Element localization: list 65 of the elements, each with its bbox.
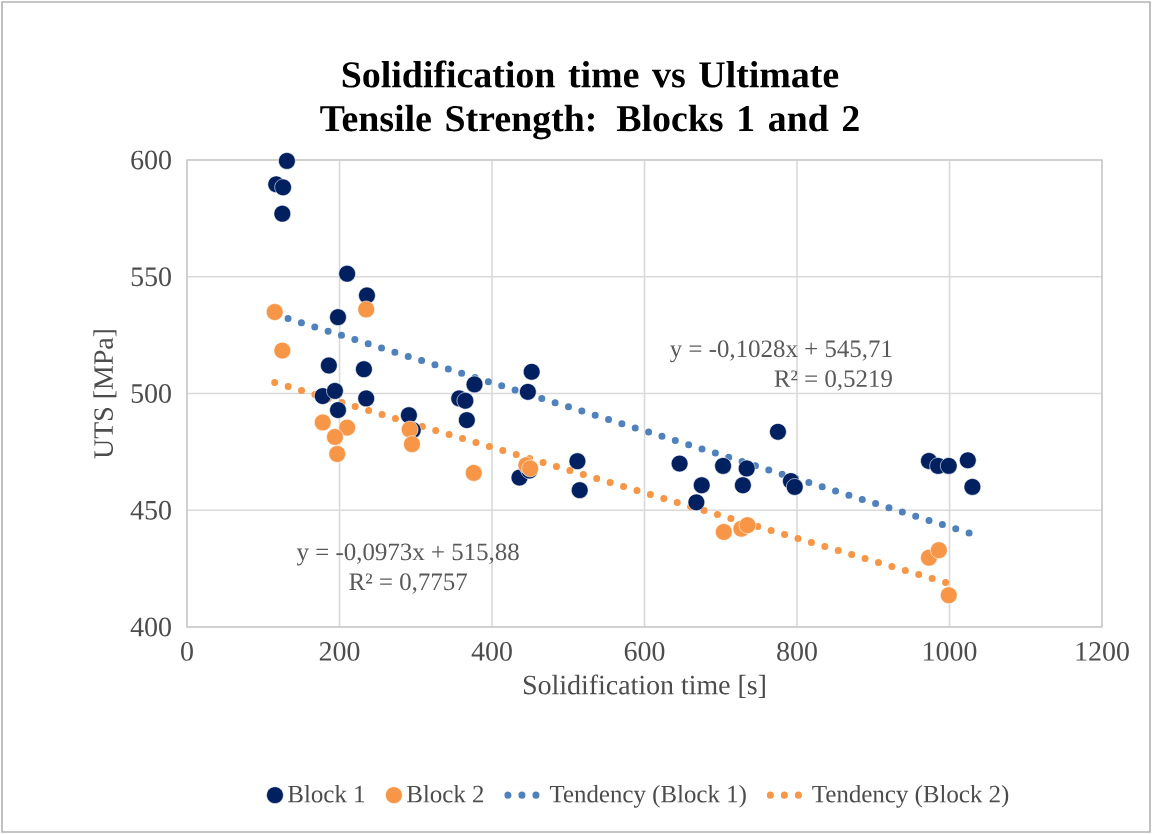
point <box>769 423 787 441</box>
point <box>320 356 338 375</box>
y-tick-label: 450 <box>130 500 171 520</box>
x-tick-label: 0 <box>181 642 193 661</box>
point <box>314 413 332 432</box>
x-tick-label: 200 <box>319 642 360 661</box>
point <box>274 178 292 197</box>
legend-label: Block 1 <box>288 784 365 803</box>
point <box>568 452 587 470</box>
x-tick-label: 400 <box>471 642 512 661</box>
chart-title: Solidification time vs Ultimate Tensile Strength: Blocks 1 and 2 <box>320 60 859 140</box>
point <box>522 363 541 381</box>
point <box>400 420 419 439</box>
point <box>959 451 977 469</box>
point <box>338 418 356 437</box>
point <box>456 392 475 410</box>
point <box>571 481 589 499</box>
point <box>670 454 689 473</box>
point <box>357 300 375 319</box>
annotation: y = -0,0973x + 515,88 <box>296 543 519 566</box>
point <box>326 428 344 446</box>
point <box>355 360 373 378</box>
point <box>329 308 347 326</box>
point <box>519 383 537 401</box>
legend-label: Tendency (Block 1) <box>549 784 746 808</box>
point <box>940 457 958 475</box>
point <box>786 478 804 496</box>
annotation: R² = 0,5219 <box>774 370 892 391</box>
point <box>338 265 356 283</box>
point <box>930 541 948 559</box>
point <box>737 459 756 478</box>
y-tick-label: 550 <box>131 267 171 287</box>
point <box>940 586 958 604</box>
point <box>328 445 346 463</box>
point <box>273 341 292 360</box>
point <box>738 516 757 534</box>
point <box>326 382 344 400</box>
legend-label: Block 2 <box>407 784 484 803</box>
point <box>273 205 292 223</box>
point <box>278 152 296 170</box>
x-axis-title: Solidification time [s] <box>523 674 765 698</box>
x-tick-label: 1200 <box>1076 642 1129 661</box>
annotation: y = -0,1028x + 545,71 <box>670 340 892 363</box>
point <box>465 375 484 394</box>
point <box>963 478 982 496</box>
point <box>266 303 284 321</box>
legend-label: Tendency (Block 2) <box>812 784 1009 808</box>
y-tick-label: 500 <box>131 384 171 403</box>
point <box>458 411 476 429</box>
y-tick-label: 400 <box>130 617 171 637</box>
y-axis-title: UTS [MPa] <box>93 330 117 459</box>
point <box>734 476 752 494</box>
y-tick-label: 600 <box>131 150 171 170</box>
annotation: R² = 0,7757 <box>349 573 467 594</box>
x-tick-label: 1000 <box>924 642 977 661</box>
point <box>357 389 375 408</box>
x-tick-label: 800 <box>777 642 817 661</box>
x-tick-label: 600 <box>624 642 665 661</box>
point <box>329 401 347 419</box>
point <box>693 476 711 494</box>
point <box>465 464 483 482</box>
point <box>714 457 732 475</box>
point <box>715 523 733 541</box>
point <box>403 435 421 453</box>
point <box>687 493 706 512</box>
